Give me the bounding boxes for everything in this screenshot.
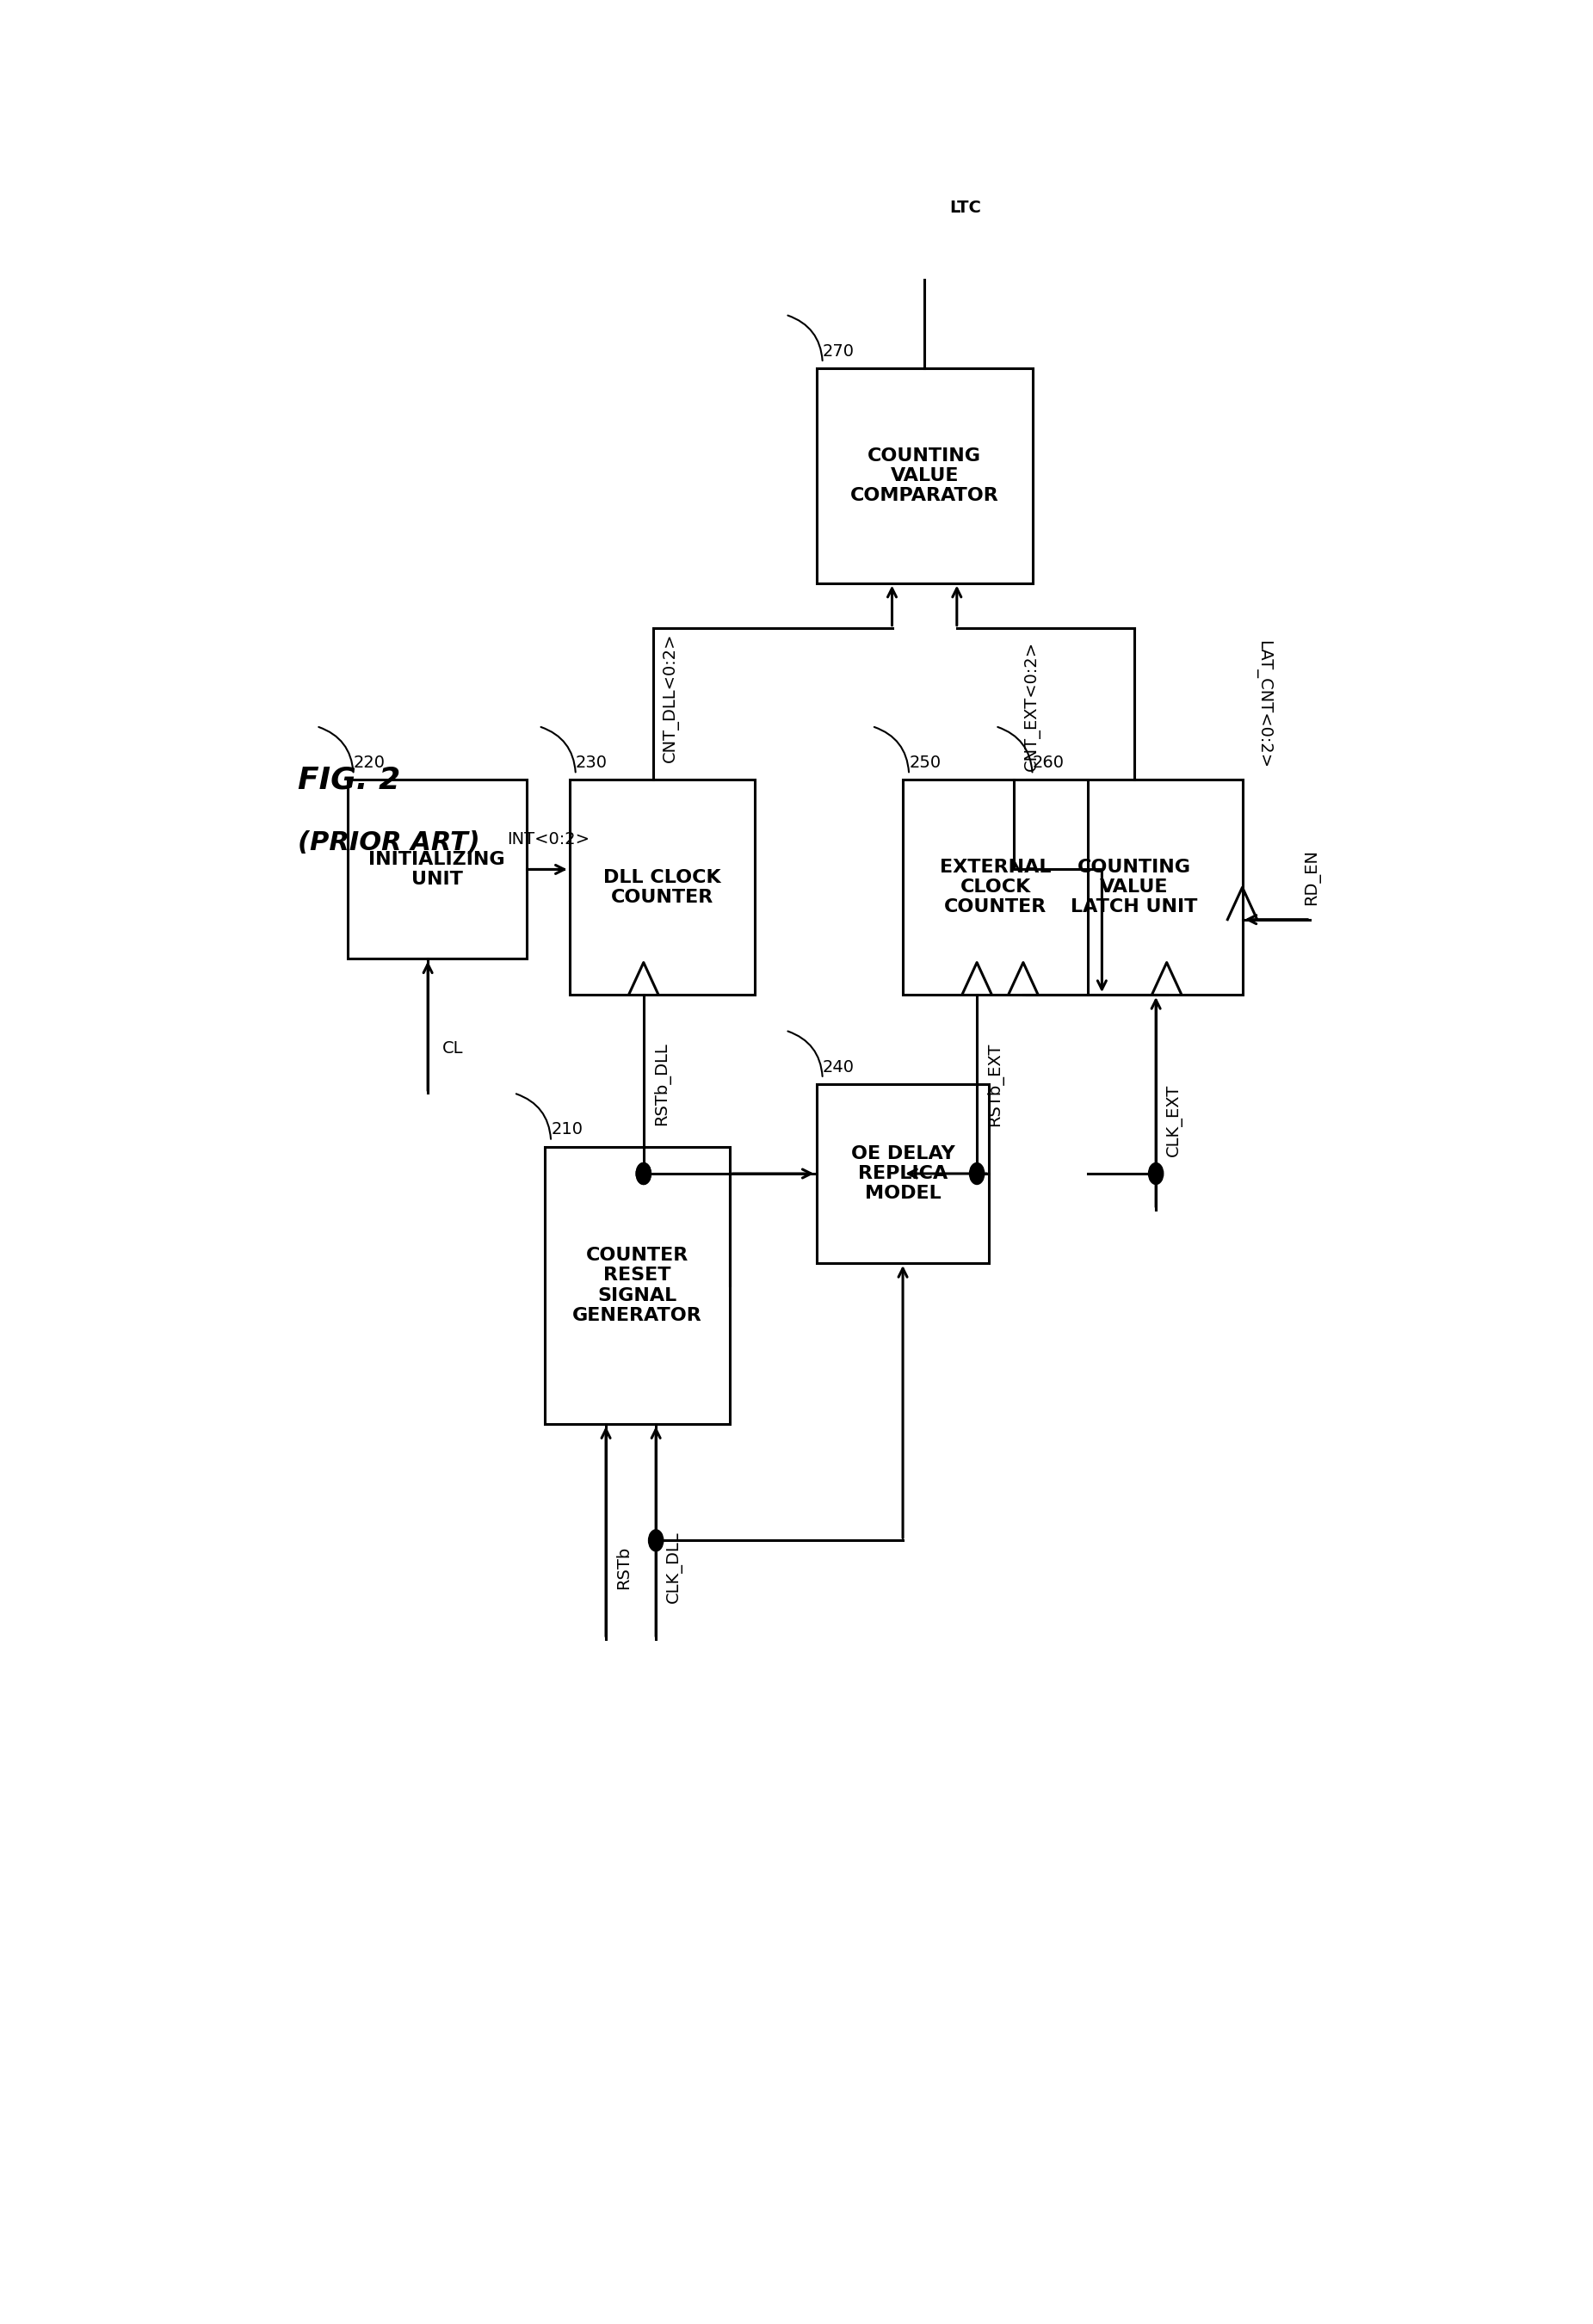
Bar <box>545 1146 730 1425</box>
Text: INITIALIZING
UNIT: INITIALIZING UNIT <box>368 851 505 888</box>
Text: CNT_DLL<0:2>: CNT_DLL<0:2> <box>663 632 679 762</box>
Text: LAT_CNT<0:2>: LAT_CNT<0:2> <box>1255 639 1271 767</box>
Text: CL: CL <box>443 1041 464 1057</box>
Circle shape <box>636 1162 652 1185</box>
Text: CLK_DLL: CLK_DLL <box>666 1532 682 1604</box>
Circle shape <box>648 1529 663 1550</box>
Text: CLK_EXT: CLK_EXT <box>1166 1083 1182 1155</box>
Text: COUNTING
VALUE
COMPARATOR: COUNTING VALUE COMPARATOR <box>851 446 999 504</box>
Bar <box>903 781 1088 995</box>
Text: OE DELAY
REPLICA
MODEL: OE DELAY REPLICA MODEL <box>851 1146 954 1202</box>
Text: RSTb_DLL: RSTb_DLL <box>653 1043 671 1125</box>
Bar <box>816 1083 989 1264</box>
Text: 210: 210 <box>551 1122 583 1139</box>
Text: FIG. 2: FIG. 2 <box>298 765 400 795</box>
Text: COUNTER
RESET
SIGNAL
GENERATOR: COUNTER RESET SIGNAL GENERATOR <box>572 1248 703 1325</box>
Text: 270: 270 <box>822 344 854 360</box>
Bar <box>816 370 1032 583</box>
Bar <box>570 781 755 995</box>
Text: COUNTING
VALUE
LATCH UNIT: COUNTING VALUE LATCH UNIT <box>1070 860 1198 916</box>
Text: RSTb_EXT: RSTb_EXT <box>986 1041 1004 1127</box>
Text: LTC: LTC <box>949 200 981 216</box>
Text: EXTERNAL
CLOCK
COUNTER: EXTERNAL CLOCK COUNTER <box>940 860 1051 916</box>
Text: RD_EN: RD_EN <box>1305 848 1321 904</box>
Text: (PRIOR ART): (PRIOR ART) <box>298 830 479 855</box>
Text: CNT_EXT<0:2>: CNT_EXT<0:2> <box>1024 641 1040 772</box>
Text: 250: 250 <box>910 755 941 772</box>
Text: 220: 220 <box>354 755 386 772</box>
Bar <box>347 781 526 960</box>
Circle shape <box>1149 1162 1163 1185</box>
Circle shape <box>636 1162 652 1185</box>
Bar <box>1026 781 1243 995</box>
Text: 230: 230 <box>575 755 607 772</box>
Text: 260: 260 <box>1032 755 1064 772</box>
Text: INT<0:2>: INT<0:2> <box>507 832 589 848</box>
Text: RSTb: RSTb <box>616 1545 632 1590</box>
Text: 240: 240 <box>822 1060 854 1076</box>
Text: DLL CLOCK
COUNTER: DLL CLOCK COUNTER <box>604 869 722 906</box>
Circle shape <box>970 1162 984 1185</box>
